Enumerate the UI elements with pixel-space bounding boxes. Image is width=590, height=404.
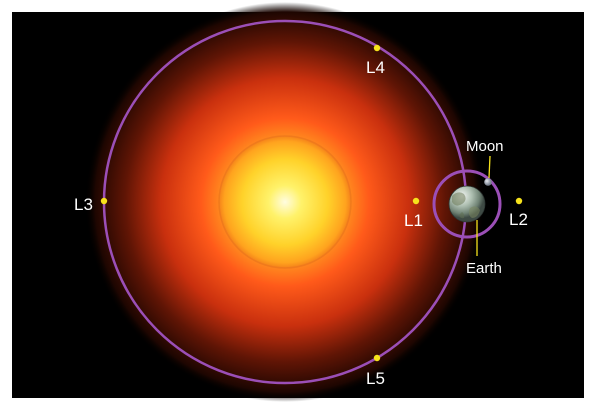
moon-leader-line — [488, 155, 491, 179]
moon-orbit — [432, 169, 502, 239]
l4-label: L4 — [366, 58, 385, 77]
moon-label: Moon — [466, 138, 504, 155]
l4-point — [373, 44, 381, 52]
l2-label: L2 — [509, 210, 528, 229]
earth — [448, 185, 486, 223]
sun — [218, 135, 352, 269]
l3-point — [100, 197, 108, 205]
earth-label: Earth — [466, 260, 502, 277]
l5-label: L5 — [366, 369, 385, 388]
l1-point — [412, 197, 420, 205]
l3-label: L3 — [74, 195, 93, 214]
l1-label: L1 — [404, 211, 423, 230]
l2-point — [515, 197, 523, 205]
l5-point — [373, 354, 381, 362]
moon — [484, 178, 492, 186]
